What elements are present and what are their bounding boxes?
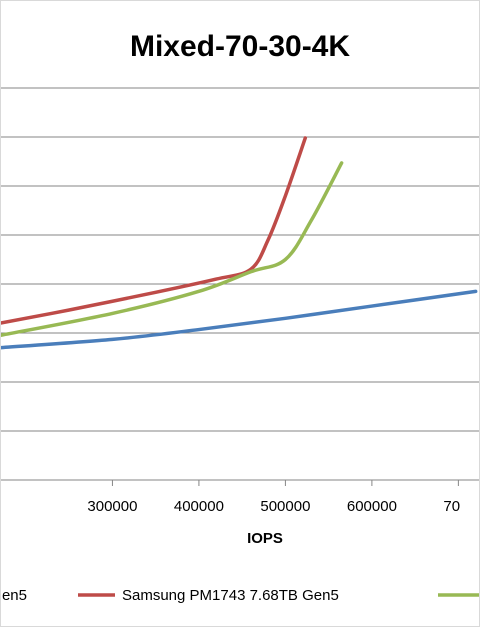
x-tick-label: 600000 — [347, 498, 397, 515]
series-line-2 — [0, 136, 308, 325]
x-tick-label: 300000 — [87, 498, 137, 515]
x-axis-title: IOPS — [247, 530, 283, 547]
legend: en5 Samsung PM1743 7.68TB Gen5 — [2, 587, 480, 604]
chart-title: Mixed-70-30-4K — [130, 30, 350, 63]
legend-label: en5 — [2, 587, 27, 604]
x-axis-ticks: 300000 400000 500000 600000 70 — [87, 480, 460, 515]
x-tick-label: 400000 — [174, 498, 224, 515]
x-tick-label: 70 — [443, 498, 460, 515]
series-line-1 — [0, 289, 478, 350]
legend-label: Samsung PM1743 7.68TB Gen5 — [122, 587, 339, 604]
gridlines — [0, 87, 480, 432]
series-lines — [0, 136, 478, 350]
series-line-3 — [0, 161, 344, 338]
x-tick-label: 500000 — [260, 498, 310, 515]
